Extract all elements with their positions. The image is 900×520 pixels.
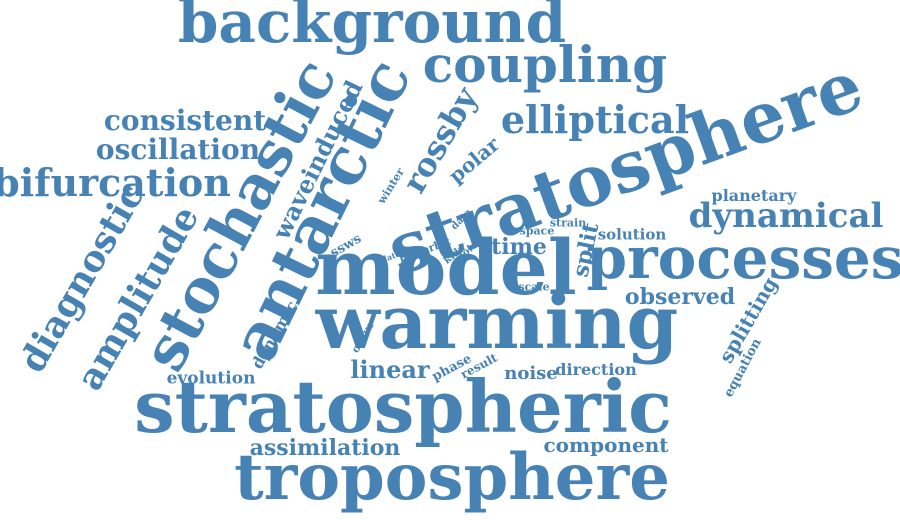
word-evolution: evolution — [166, 368, 256, 389]
word-warming: warming — [315, 280, 679, 366]
word-elliptical: elliptical — [500, 97, 690, 142]
word-noise: noise — [504, 363, 558, 384]
word-model: model — [315, 223, 577, 312]
word-dynamical: dynamical — [688, 196, 884, 236]
word-processes: processes — [586, 224, 900, 292]
word-strain: strain — [549, 216, 587, 230]
word-assimilation: assimilation — [249, 435, 401, 461]
word-time: time — [491, 234, 547, 260]
word-stratospheric: stratospheric — [134, 364, 672, 449]
word-bifurcation: bifurcation — [0, 160, 231, 205]
word-scale: scale — [518, 280, 550, 294]
word-observed: observed — [624, 284, 736, 310]
word-troposphere: troposphere — [234, 440, 670, 515]
word-space: space — [519, 224, 555, 238]
word-oscillation: oscillation — [95, 133, 261, 166]
word-linear: linear — [350, 355, 430, 384]
word-direction: direction — [555, 360, 637, 379]
word-solution: solution — [597, 225, 667, 244]
word-coupling: coupling — [422, 35, 668, 94]
word-consistent: consistent — [103, 104, 267, 137]
word-component: component — [543, 433, 669, 457]
word-planetary: planetary — [711, 186, 797, 205]
word-background: background — [177, 0, 567, 56]
